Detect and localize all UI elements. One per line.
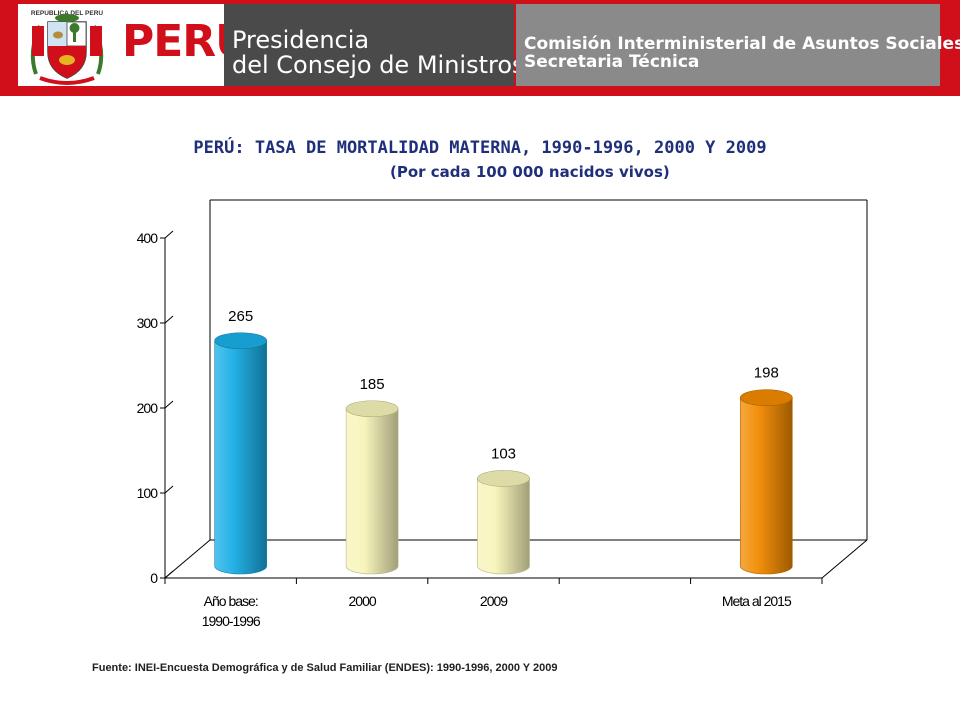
y-axis: 0 100 200 300 400 xyxy=(137,230,174,586)
chart-title: PERÚ: TASA DE MORTALIDAD MATERNA, 1990-1… xyxy=(193,138,767,158)
x-tick-label: 1990-1996 xyxy=(202,613,261,629)
bar-cylinder-body xyxy=(477,478,530,575)
bar-cylinder-top xyxy=(345,400,399,418)
x-tick-label: Meta al 2015 xyxy=(722,593,792,609)
y-tick-label: 0 xyxy=(150,570,158,586)
bar-cylinder-body xyxy=(345,408,399,575)
seal-icon: REPUBLICA DEL PERU xyxy=(30,10,104,85)
bar-cylinder-top xyxy=(477,470,530,487)
bar-data-label: 103 xyxy=(491,445,516,462)
bar-data-label: 265 xyxy=(228,308,253,325)
bar-cylinder-top xyxy=(214,332,267,350)
chart-subtitle: (Por cada 100 000 nacidos vivos) xyxy=(390,163,670,181)
bar-data-label: 198 xyxy=(754,365,779,382)
seal-text: REPUBLICA DEL PERU xyxy=(31,10,104,17)
floor-right-edge xyxy=(821,539,868,579)
x-tick-label: Año base: xyxy=(204,593,258,609)
y-tick-depth xyxy=(164,230,174,239)
y-tick-label: 100 xyxy=(137,485,159,501)
data-labels-group: 265 185 103 198 xyxy=(228,308,779,463)
y-tick-depth xyxy=(164,400,174,409)
bars-group xyxy=(214,332,793,575)
header-banner: REPUBLICA DEL PERU PERÚ Presidencia de xyxy=(0,0,960,96)
y-tick-depth xyxy=(164,315,174,324)
y-tick-depth xyxy=(164,485,174,494)
x-tick-label: 2009 xyxy=(480,593,508,609)
y-tick-label: 300 xyxy=(137,315,159,331)
organization-line2: del Consejo de Ministros xyxy=(232,51,525,79)
source-note: Fuente: INEI-Encuesta Demográfica y de S… xyxy=(92,662,558,674)
organization-line1: Presidencia xyxy=(232,26,370,54)
bar-cylinder-body xyxy=(740,397,793,575)
unit-line1: Comisión Interministerial de Asuntos Soc… xyxy=(524,34,960,54)
bar-chart: 0 100 200 300 400 Año base: 1990-1996 2000 2009… xyxy=(137,199,868,629)
organization-box: Presidencia del Consejo de Ministros xyxy=(224,4,525,86)
y-tick-label: 400 xyxy=(137,230,159,246)
unit-box: Comisión Interministerial de Asuntos Soc… xyxy=(516,4,960,86)
y-tick-depth xyxy=(164,570,174,579)
peru-logo-box: PERÚ xyxy=(116,4,251,86)
unit-line2: Secretaria Técnica xyxy=(524,52,700,72)
bar-cylinder-top xyxy=(739,389,793,407)
bar-cylinder-body xyxy=(214,340,267,575)
chart-frame xyxy=(164,199,868,579)
y-tick-label: 200 xyxy=(137,400,159,416)
x-axis: Año base: 1990-1996 2000 2009 Meta al 2015 xyxy=(164,577,823,629)
bar-data-label: 185 xyxy=(360,376,385,393)
x-tick-label: 2000 xyxy=(349,593,377,609)
coat-of-arms-logo: REPUBLICA DEL PERU xyxy=(18,4,116,86)
